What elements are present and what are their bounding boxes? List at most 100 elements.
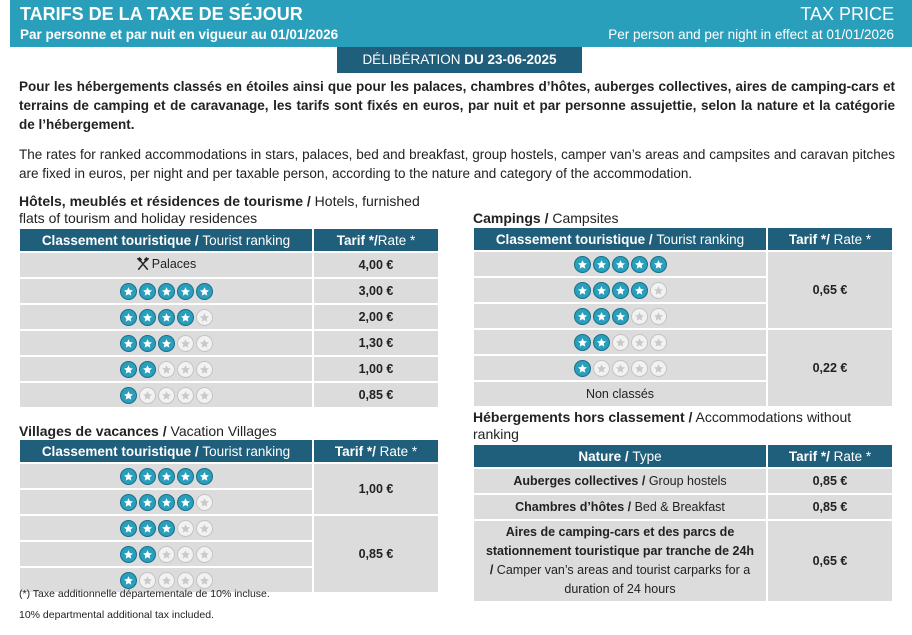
hotels-title-en: Hotels, furnished flats of tourism and h… [19, 193, 420, 226]
ranking-cell [20, 331, 312, 355]
star-empty-icon [176, 386, 194, 404]
unranked-title-en: Accommodations without ranking [473, 409, 852, 442]
type-fr: Aires de camping-cars et des parcs de st… [485, 525, 755, 577]
rate-value: 0,85 € [812, 500, 848, 514]
intro-fr: Pour les hébergements classés en étoiles… [19, 79, 895, 132]
rate-value: 0,85 € [358, 547, 394, 561]
col-ranking-header: Classement touristique / Tourist ranking [20, 440, 312, 462]
rate-value: 1,30 € [358, 336, 394, 350]
col-rate-header: Tarif */ Rate * [768, 228, 892, 250]
star-filled-icon [573, 307, 591, 325]
rate-value: 0,22 € [812, 361, 848, 375]
header-banner: TARIFS DE LA TAXE DE SÉJOUR Par personne… [10, 0, 912, 47]
star-empty-icon [157, 360, 175, 378]
table-row: Aires de camping-cars et des parcs de st… [474, 521, 892, 601]
deliberation-label: DÉLIBÉRATION [362, 52, 461, 67]
unranked-table: Nature / Type Tarif */ Rate * Auberges c… [472, 443, 894, 603]
hotels-title-fr: Hôtels, meublés et résidences de tourism… [19, 193, 311, 209]
rate-value: 1,00 € [358, 482, 394, 496]
ranking-cell [20, 357, 312, 381]
star-rating [119, 334, 213, 352]
table-row [474, 278, 892, 302]
rate-value: 3,00 € [358, 284, 394, 298]
star-filled-icon [119, 519, 137, 537]
star-empty-icon [649, 333, 667, 351]
star-filled-icon [573, 255, 591, 273]
star-empty-icon [649, 281, 667, 299]
star-empty-icon [195, 545, 213, 563]
table-row [20, 542, 438, 566]
table-row: 0,85 € [20, 516, 438, 592]
deliberation-badge: DÉLIBÉRATION DU 23-06-2025 [337, 47, 582, 73]
star-empty-icon [195, 360, 213, 378]
campings-title: Campings / Campsites [473, 210, 619, 227]
unranked-title: Hébergements hors classement / Accommoda… [473, 409, 893, 443]
star-rating [573, 281, 667, 299]
ranking-cell: Palaces [20, 253, 312, 277]
star-filled-icon [592, 333, 610, 351]
star-filled-icon [630, 255, 648, 273]
table-row [474, 356, 892, 380]
palace-label: Palaces [136, 257, 196, 271]
star-filled-icon [138, 282, 156, 300]
star-rating [119, 308, 213, 326]
ranking-cell [474, 330, 766, 354]
title-en: TAX PRICE [800, 4, 894, 24]
unranked-title-fr: Hébergements hors classement / [473, 409, 693, 425]
footnote-en: 10% departmental additional tax included… [19, 609, 214, 621]
rate-value: 0,65 € [812, 283, 848, 297]
star-empty-icon [176, 334, 194, 352]
table-row: 1,30 € [20, 331, 438, 355]
star-empty-icon [195, 493, 213, 511]
star-empty-icon [195, 571, 213, 589]
star-filled-icon [176, 282, 194, 300]
rate-cell: 1,30 € [314, 331, 438, 355]
star-filled-icon [157, 493, 175, 511]
star-filled-icon [592, 307, 610, 325]
star-filled-icon [176, 467, 194, 485]
star-filled-icon [573, 359, 591, 377]
star-filled-icon [592, 255, 610, 273]
table-row: 1,00 € [20, 464, 438, 514]
villages-title-en: Vacation Villages [170, 423, 277, 439]
star-filled-icon [119, 571, 137, 589]
type-cell: Chambres d’hôtes / Bed & Breakfast [474, 495, 766, 519]
campings-title-fr: Campings / [473, 210, 549, 226]
star-empty-icon [195, 519, 213, 537]
star-empty-icon [592, 359, 610, 377]
star-filled-icon [119, 545, 137, 563]
star-filled-icon [157, 282, 175, 300]
star-filled-icon [611, 281, 629, 299]
ranking-cell [20, 383, 312, 407]
star-filled-icon [119, 386, 137, 404]
star-empty-icon [176, 545, 194, 563]
table-row: Palaces 4,00 € [20, 253, 438, 277]
ranking-cell: Non classés [474, 382, 766, 406]
ranking-cell [20, 568, 312, 592]
type-en: Bed & Breakfast [634, 499, 725, 514]
villages-table: Classement touristique / Tourist ranking… [18, 438, 440, 594]
subtitle-fr: Par personne et par nuit en vigueur au 0… [20, 27, 339, 42]
star-filled-icon [176, 493, 194, 511]
rate-cell: 0,85 € [314, 383, 438, 407]
star-filled-icon [138, 545, 156, 563]
rate-cell: 4,00 € [314, 253, 438, 277]
forks-crossed-icon [136, 256, 149, 270]
hotels-title: Hôtels, meublés et résidences de tourism… [19, 193, 439, 227]
unclassified-label: Non classés [585, 387, 655, 401]
ranking-cell [20, 464, 312, 488]
star-empty-icon [138, 571, 156, 589]
star-filled-icon [119, 493, 137, 511]
rate-cell: 0,65 € [768, 252, 892, 328]
table-row: 0,65 € [474, 252, 892, 328]
table-row: 0,85 € [20, 383, 438, 407]
rate-cell: 0,65 € [768, 521, 892, 601]
star-empty-icon [157, 571, 175, 589]
hotels-table: Classement touristique / Tourist ranking… [18, 227, 440, 409]
star-filled-icon [157, 308, 175, 326]
star-empty-icon [195, 334, 213, 352]
ranking-cell [20, 542, 312, 566]
star-filled-icon [119, 334, 137, 352]
star-filled-icon [138, 493, 156, 511]
star-rating [119, 545, 213, 563]
